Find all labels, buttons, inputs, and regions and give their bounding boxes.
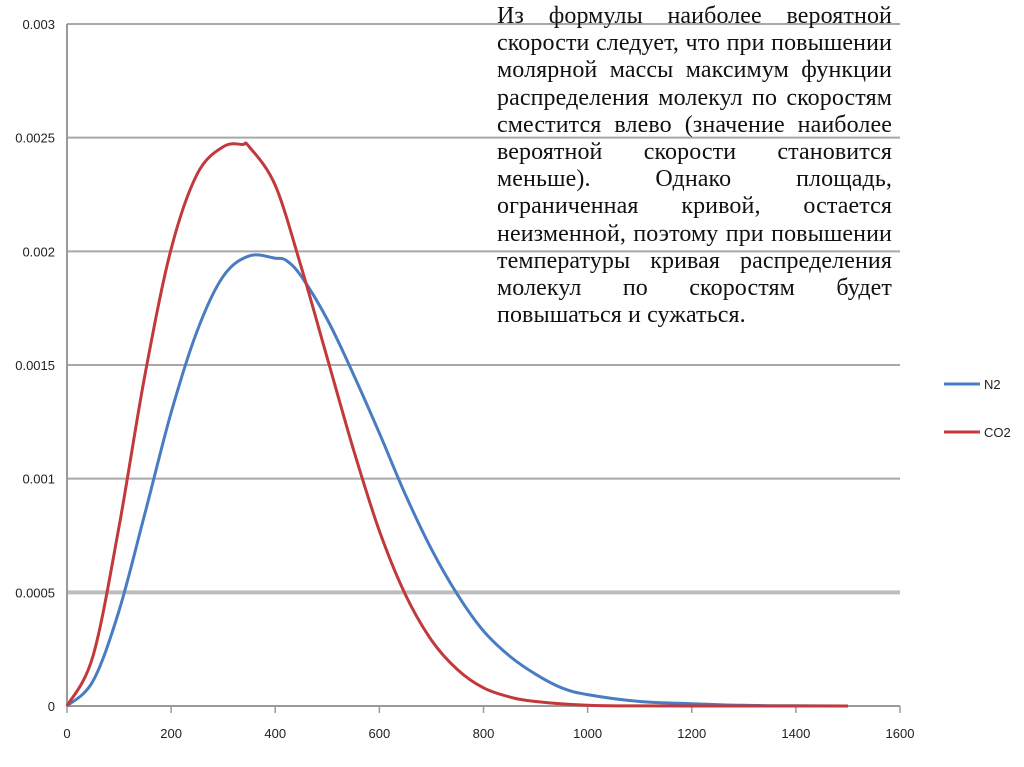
x-tick-label: 0 xyxy=(63,726,70,741)
series-lines xyxy=(65,141,848,708)
gridlines xyxy=(67,23,900,595)
y-tick-label: 0.002 xyxy=(22,244,55,259)
series-line-co2 xyxy=(65,141,848,708)
x-tick-label: 400 xyxy=(264,726,286,741)
explanation-paragraph: Из формулы наиболее вероятной скорости с… xyxy=(497,3,892,329)
y-tick-label: 0.003 xyxy=(22,17,55,32)
legend: N2 CO2 xyxy=(944,377,1011,440)
x-tick-label: 200 xyxy=(160,726,182,741)
y-tick-label: 0.0005 xyxy=(15,585,55,600)
y-tick-label: 0.0025 xyxy=(15,131,55,146)
x-tick-label: 1000 xyxy=(573,726,602,741)
x-tick-label: 600 xyxy=(369,726,391,741)
x-tick-label: 1600 xyxy=(886,726,915,741)
legend-label-n2: N2 xyxy=(984,377,1001,392)
y-tick-label: 0 xyxy=(48,699,55,714)
y-tick-label: 0.0015 xyxy=(15,358,55,373)
legend-label-co2: CO2 xyxy=(984,425,1011,440)
x-tick-label: 800 xyxy=(473,726,495,741)
series-line-n2 xyxy=(65,253,848,708)
y-tick-label: 0.001 xyxy=(22,472,55,487)
x-tick-label: 1400 xyxy=(781,726,810,741)
x-tick-label: 1200 xyxy=(677,726,706,741)
